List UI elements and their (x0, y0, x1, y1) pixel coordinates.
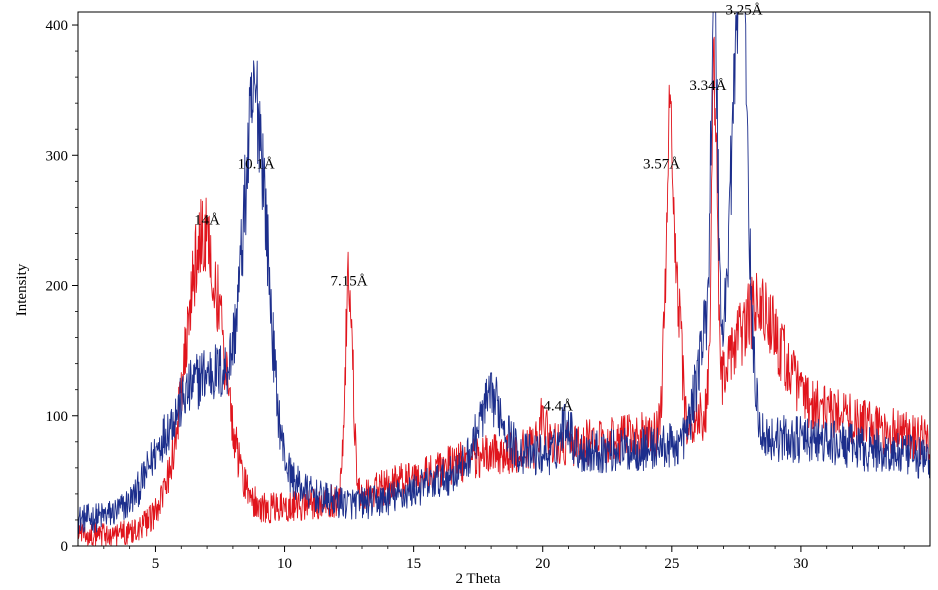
y-tick-label: 100 (46, 409, 69, 425)
x-tick-label: 20 (535, 556, 550, 572)
y-tick-label: 400 (46, 18, 69, 34)
y-axis-title: Intensity (14, 263, 30, 316)
x-tick-label: 15 (406, 556, 421, 572)
x-axis-title: 2 Theta (455, 571, 500, 587)
x-tick-label: 10 (277, 556, 292, 572)
peak-label: 7.15Å (331, 274, 368, 290)
series-layer (77, 11, 931, 547)
x-tick-label: 5 (152, 556, 160, 572)
y-tick-label: 200 (46, 279, 69, 295)
annotation-layer: 14Å 10.1Å 7.15Å 4.4Å 3.57Å 3.34Å 3.25Å (194, 3, 763, 415)
peak-label: 3.57Å (643, 156, 680, 172)
series-line-0 (77, 11, 931, 534)
y-tick-label: 0 (61, 539, 69, 555)
peak-label: 14Å (194, 212, 220, 228)
peak-label: 4.4Å (543, 399, 573, 415)
x-tick-label: 30 (793, 556, 808, 572)
plot-frame (77, 11, 931, 547)
x-tick-label: 25 (664, 556, 679, 572)
peak-label: 10.1Å (238, 156, 275, 172)
y-tick-label: 300 (46, 148, 69, 164)
peak-label: 3.25Å (726, 3, 763, 19)
peak-label: 3.34Å (689, 78, 726, 94)
series-line-1 (77, 36, 931, 547)
